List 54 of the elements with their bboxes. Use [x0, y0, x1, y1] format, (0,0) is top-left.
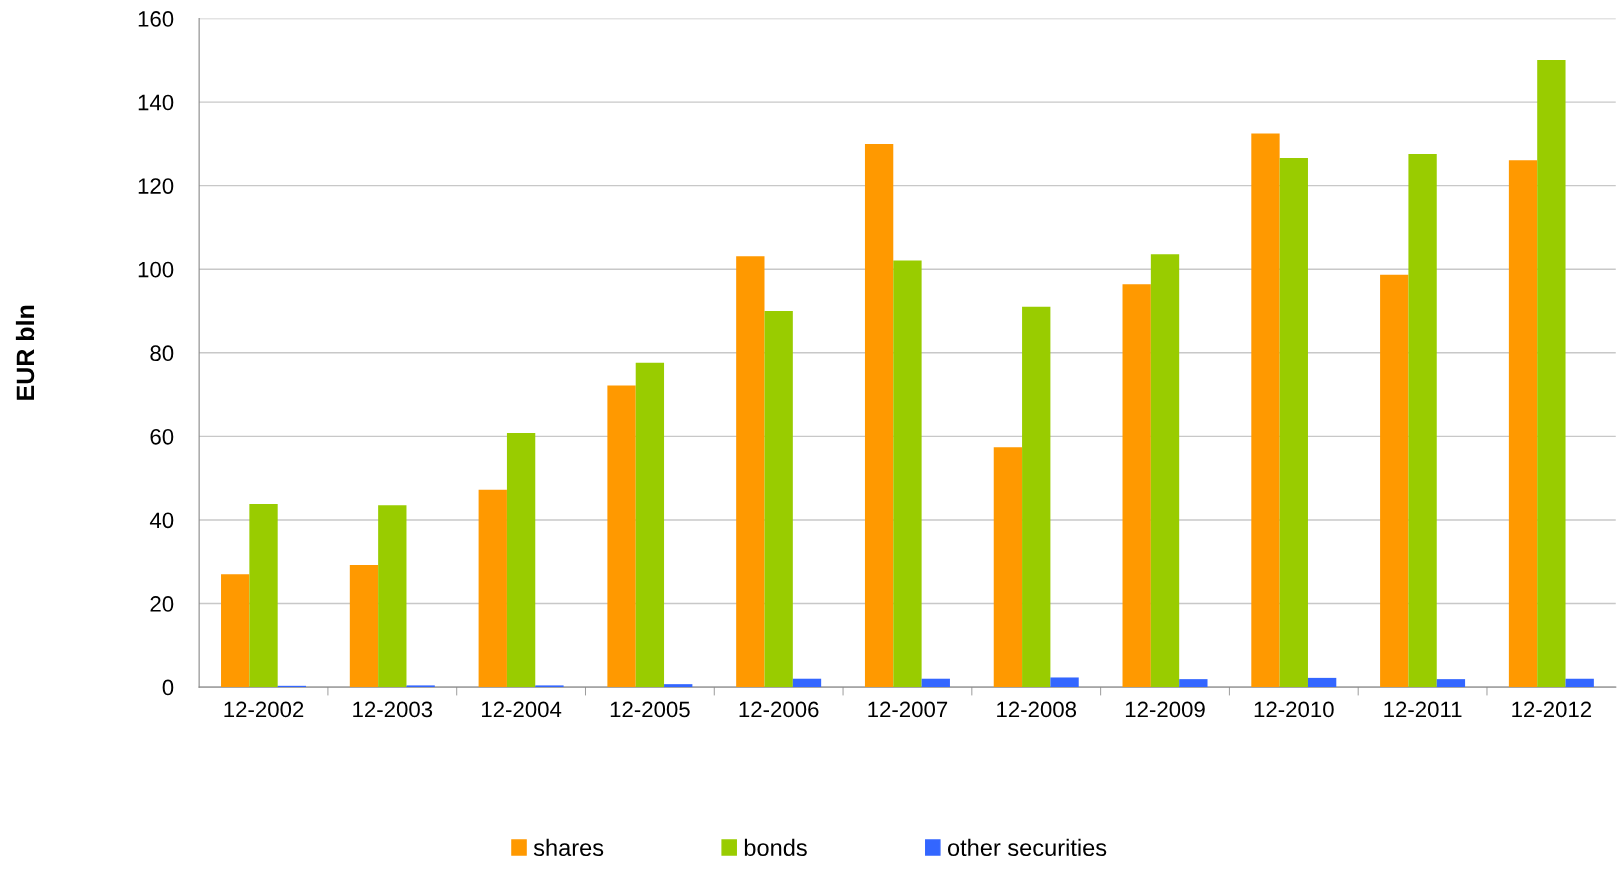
- x-tick-label: 12-2007: [868, 701, 948, 718]
- bar: [607, 385, 636, 688]
- bar: [1279, 158, 1308, 688]
- x-tick-label: 12-2010: [1254, 701, 1334, 718]
- bar: [664, 684, 693, 688]
- bar: [1408, 153, 1437, 688]
- x-tick-label: 12-2012: [1512, 701, 1592, 718]
- y-tick-label: 60: [150, 428, 174, 445]
- bar: [893, 260, 922, 688]
- bar: [993, 447, 1023, 688]
- bar: [1122, 284, 1151, 688]
- bar: [1380, 274, 1409, 688]
- y-tick-label: 160: [138, 11, 174, 27]
- x-tick-label: 12-2011: [1384, 701, 1462, 718]
- legend-label: shares: [533, 838, 604, 857]
- bar: [921, 678, 950, 688]
- bar: [764, 311, 793, 688]
- y-tick-label: 0: [162, 679, 174, 696]
- x-tick-label: 12-2003: [353, 701, 433, 718]
- bar: [378, 505, 407, 688]
- bar: [249, 504, 278, 688]
- bar: [792, 678, 822, 688]
- bar: [1251, 133, 1280, 688]
- x-tick-label: 12-2004: [482, 701, 562, 718]
- bar: [1022, 306, 1051, 688]
- bar: [349, 565, 379, 688]
- legend-label: other securities: [947, 838, 1107, 857]
- bar: [1537, 59, 1566, 688]
- y-tick-label: 140: [138, 94, 174, 111]
- bar: [506, 433, 536, 688]
- bar: [478, 489, 507, 688]
- x-tick-label: 12-2005: [610, 701, 690, 718]
- legend-label: bonds: [744, 838, 807, 857]
- bar: [1307, 677, 1337, 688]
- y-tick-label: 80: [150, 345, 174, 362]
- y-tick-label: 40: [149, 512, 174, 529]
- x-tick-label: 12-2009: [1125, 701, 1205, 718]
- bar: [1565, 678, 1594, 688]
- bar: [1436, 679, 1466, 688]
- bar: [736, 256, 765, 688]
- y-tick-label: 20: [150, 596, 174, 612]
- bar: [864, 143, 894, 688]
- x-tick-label: 12-2002: [224, 701, 304, 718]
- y-tick-label: 120: [138, 178, 174, 194]
- bar: [635, 362, 665, 688]
- bar: [1150, 254, 1180, 688]
- x-tick-label: 12-2008: [997, 701, 1077, 718]
- x-tick-label: 12-2006: [739, 701, 819, 718]
- bar: [1179, 679, 1208, 688]
- bar: [1050, 677, 1079, 688]
- bar: [221, 574, 250, 688]
- bar: [1508, 160, 1538, 688]
- y-axis-title: EUR bln: [15, 305, 35, 400]
- y-tick-label: 100: [138, 261, 174, 278]
